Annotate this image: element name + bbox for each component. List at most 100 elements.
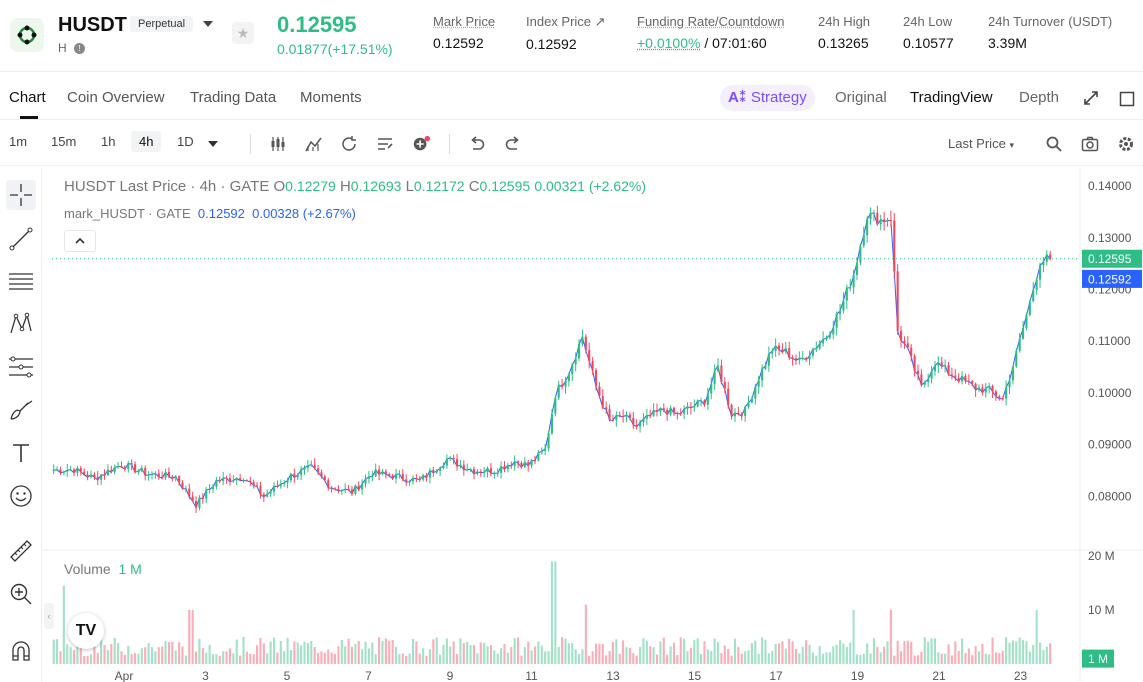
volume-bar [445, 638, 448, 664]
search-icon[interactable] [1045, 135, 1063, 153]
volume-bar [394, 646, 398, 664]
volume-bar [852, 610, 855, 664]
redo-icon[interactable] [504, 135, 522, 153]
timeframe-1d[interactable]: 1D [177, 134, 194, 149]
volume-bar [252, 654, 255, 664]
volume-bar [527, 641, 530, 664]
legend-collapse-button[interactable] [64, 230, 96, 252]
view-tradingview[interactable]: TradingView [910, 89, 993, 106]
volume-legend-value: 1 M [118, 561, 142, 577]
volume-bar [896, 640, 899, 664]
volume-bar [937, 652, 940, 664]
tab-coin-overview[interactable]: Coin Overview [67, 89, 165, 106]
strategy-button[interactable]: A⁑ Strategy [720, 85, 815, 111]
volume-bar [513, 638, 516, 664]
volume-bar [154, 651, 157, 664]
magnet-icon [12, 641, 30, 661]
volume-bar [66, 644, 69, 664]
volume-bar [137, 653, 140, 664]
candle-body [320, 472, 323, 477]
candle-body [1045, 254, 1048, 262]
measure-tool[interactable] [6, 536, 36, 566]
indicators-icon[interactable] [305, 135, 323, 153]
symbol-name[interactable]: HUSDT [58, 14, 127, 36]
timeframe-1h[interactable]: 1h [101, 134, 116, 149]
candle-body [208, 488, 211, 490]
candle-body [862, 235, 865, 246]
candle-body [754, 386, 757, 399]
candle-body [178, 476, 181, 483]
volume-bar [354, 643, 357, 664]
side-panel-handle[interactable]: ‹ [44, 603, 54, 629]
price-type-select[interactable]: Last Price ▾ [948, 136, 1014, 151]
stat-value: 0.10577 [903, 35, 954, 51]
volume-bar [679, 637, 682, 664]
index-price-stat[interactable]: Index Price ↗ 0.12592 [526, 14, 606, 52]
candle-body [855, 262, 859, 276]
volume-bar [371, 642, 374, 664]
candle-body [289, 473, 293, 481]
volume-bar [381, 641, 384, 664]
magnet-tool[interactable] [6, 636, 36, 666]
price-chart[interactable]: 0.140000.130000.120000.110000.100000.090… [42, 168, 1143, 682]
candle-body [977, 387, 981, 390]
volume-bar [225, 651, 228, 664]
view-original[interactable]: Original [835, 89, 887, 106]
volume-bar [838, 640, 842, 664]
volume-bar [500, 648, 503, 664]
templates-icon[interactable] [376, 135, 394, 153]
info-icon[interactable]: ! [74, 43, 85, 54]
candle-type-icon[interactable] [269, 135, 287, 153]
trend-line-icon [9, 227, 33, 251]
volume-bar [903, 641, 906, 664]
chevron-up-icon [75, 237, 85, 244]
undo-icon[interactable] [468, 135, 486, 153]
stat-label: Funding Rate/Countdown [637, 14, 785, 29]
text-tool[interactable] [6, 438, 36, 468]
volume-bar [269, 641, 272, 664]
horizontal-lines-tool[interactable] [6, 266, 36, 296]
volume-bar [801, 646, 804, 664]
volume-bar [181, 646, 184, 664]
candle-body [767, 353, 770, 366]
candle-body [540, 451, 543, 453]
candle-body [716, 365, 720, 371]
timeframe-1m[interactable]: 1m [9, 134, 28, 149]
tab-trading-data[interactable]: Trading Data [190, 89, 277, 106]
timeframe-dropdown-icon[interactable] [208, 141, 218, 147]
favorite-star-icon[interactable]: ★ [232, 22, 254, 44]
fullscreen-icon[interactable] [1119, 91, 1135, 107]
pattern-tool[interactable] [6, 309, 36, 339]
emoji-tool[interactable] [6, 481, 36, 511]
tab-chart[interactable]: Chart [9, 89, 46, 106]
zoom-tool[interactable] [6, 579, 36, 609]
camera-icon[interactable] [1081, 135, 1099, 153]
timeframe-4h[interactable]: 4h [131, 131, 162, 152]
fib-tool[interactable] [6, 352, 36, 382]
view-depth[interactable]: Depth [1019, 89, 1060, 106]
timeframe-15m[interactable]: 15m [51, 134, 77, 149]
tradingview-logo-icon[interactable]: TV [68, 613, 104, 649]
brush-tool[interactable] [6, 395, 36, 425]
expand-icon[interactable] [1083, 90, 1099, 106]
tab-moments[interactable]: Moments [300, 89, 362, 106]
volume-bar [195, 651, 198, 664]
crosshair-tool[interactable] [6, 180, 36, 210]
price-axis-tick-label: 0.13000 [1088, 231, 1132, 245]
chart-area[interactable]: 0.14000 0.13000 0.12000 0.11000 0.10000 0.090… [42, 168, 1143, 682]
candle-body [66, 470, 69, 472]
settings-gear-icon[interactable] [1117, 135, 1135, 153]
add-alert-icon[interactable] [412, 135, 430, 153]
stat-label[interactable]: Index Price ↗ [526, 14, 606, 29]
compare-icon[interactable] [340, 135, 358, 153]
candle-body [449, 457, 452, 459]
trend-line-tool[interactable] [6, 224, 36, 254]
volume-bar [1025, 641, 1028, 664]
volume-bar [391, 639, 394, 664]
volume-bar [1028, 651, 1031, 664]
volume-bar [815, 655, 818, 664]
volume-bar [293, 641, 296, 664]
candle-body [350, 489, 354, 494]
symbol-dropdown-icon[interactable] [203, 21, 213, 27]
candle-body [500, 466, 503, 473]
